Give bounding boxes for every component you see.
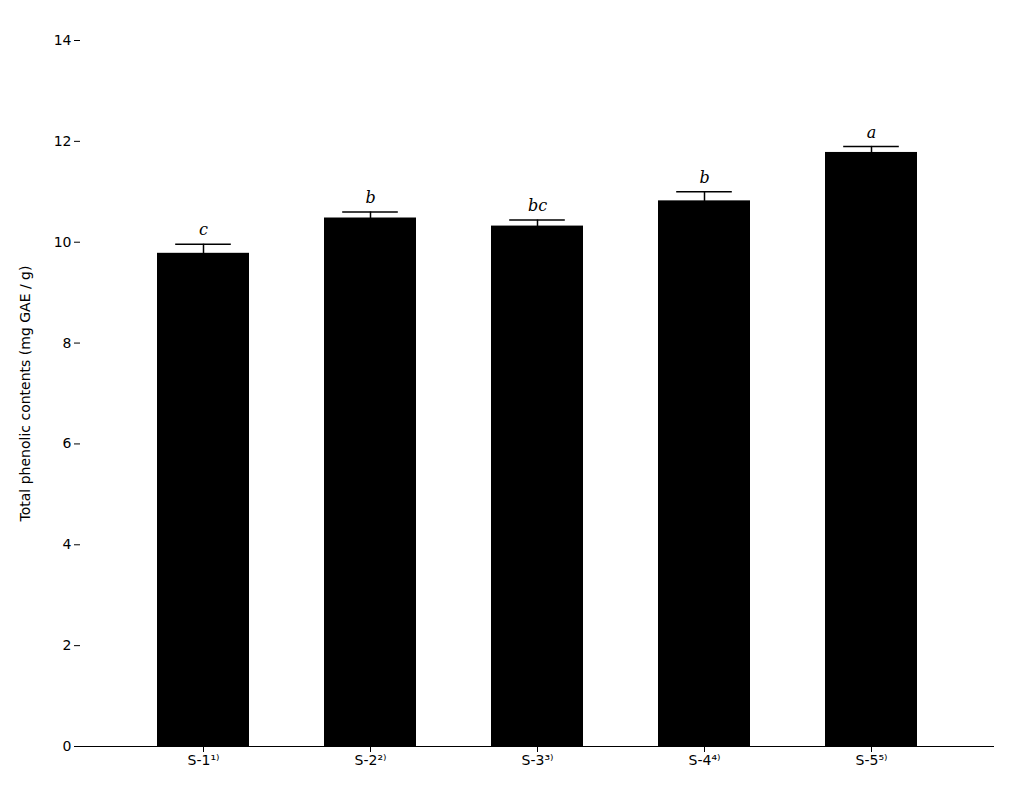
svg-text:S-4⁴⁾: S-4⁴⁾ (689, 752, 721, 768)
svg-text:0: 0 (63, 738, 72, 754)
svg-text:S-1¹⁾: S-1¹⁾ (188, 752, 220, 768)
svg-text:c: c (199, 220, 208, 239)
svg-text:S-5⁵⁾: S-5⁵⁾ (856, 752, 888, 768)
svg-text:b: b (365, 188, 375, 207)
svg-text:8: 8 (63, 335, 72, 351)
svg-text:bc: bc (528, 196, 547, 215)
svg-text:b: b (699, 168, 709, 187)
svg-text:4: 4 (63, 536, 72, 552)
svg-text:10: 10 (54, 234, 72, 250)
svg-text:14: 14 (54, 32, 72, 48)
svg-text:6: 6 (63, 435, 72, 451)
svg-text:Total phenolic contents (mg GA: Total phenolic contents (mg GAE / g) (17, 266, 33, 523)
svg-text:S-3³⁾: S-3³⁾ (522, 752, 554, 768)
svg-text:12: 12 (54, 133, 72, 149)
svg-text:a: a (867, 123, 877, 142)
svg-text:2: 2 (63, 637, 72, 653)
svg-text:S-2²⁾: S-2²⁾ (355, 752, 387, 768)
